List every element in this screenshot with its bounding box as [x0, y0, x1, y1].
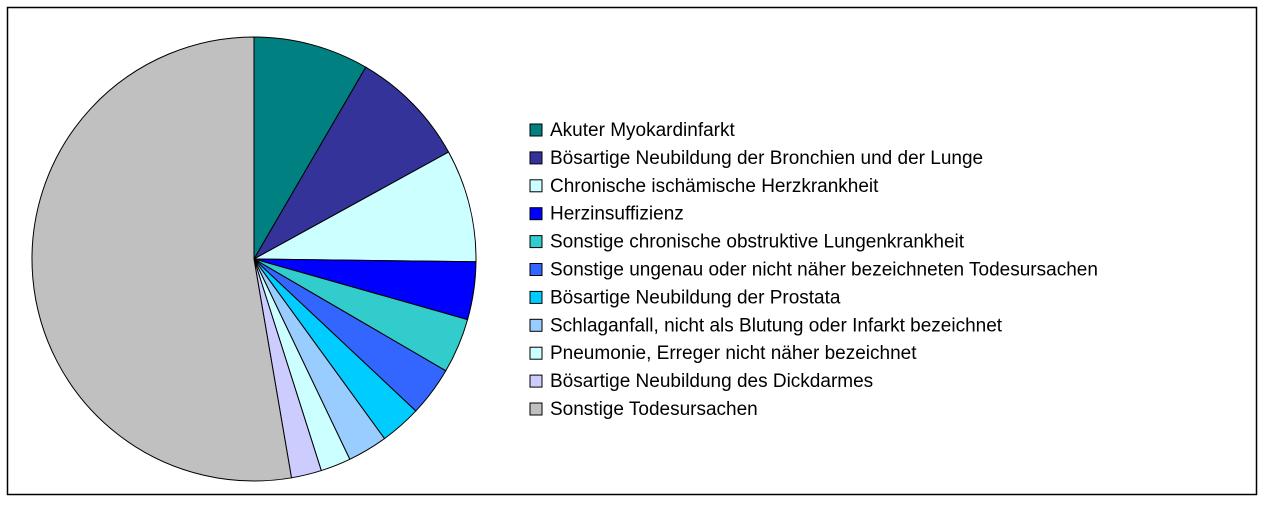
legend-swatch — [529, 374, 543, 388]
pie-slice — [253, 36, 367, 261]
legend-swatch — [529, 179, 543, 193]
legend-label: Herzinsuffizienz — [550, 204, 684, 225]
legend-swatch — [529, 290, 543, 304]
pie-slice — [252, 66, 450, 261]
legend-swatch — [529, 207, 543, 221]
legend-swatch — [529, 346, 543, 360]
legend-swatch — [529, 235, 543, 249]
legend-label: Pneumonie, Erreger nicht näher bezeichne… — [550, 343, 917, 364]
legend-label: Schlaganfall, nicht als Blutung oder Inf… — [550, 315, 1003, 336]
legend-label: Akuter Myokardinfarkt — [550, 120, 736, 141]
pie-slice — [31, 36, 293, 482]
legend-label: Sonstige Todesursachen — [550, 399, 758, 420]
legend-swatch — [529, 123, 543, 137]
legend-label: Sonstige ungenau oder nicht näher bezeic… — [550, 260, 1098, 281]
legend-label: Bösartige Neubildung des Dickdarmes — [550, 371, 873, 392]
pie-slice — [252, 151, 477, 263]
legend-label: Sonstige chronische obstruktive Lungenkr… — [550, 232, 965, 253]
legend-label: Bösartige Neubildung der Prostata — [550, 287, 841, 308]
legend-swatch — [529, 318, 543, 332]
legend-swatch — [529, 263, 543, 276]
legend-label: Bösartige Neubildung der Bronchien und d… — [550, 148, 983, 169]
legend-swatch — [529, 151, 543, 165]
legend-label: Chronische ischämische Herzkrankheit — [550, 176, 879, 197]
legend-swatch — [529, 402, 543, 416]
